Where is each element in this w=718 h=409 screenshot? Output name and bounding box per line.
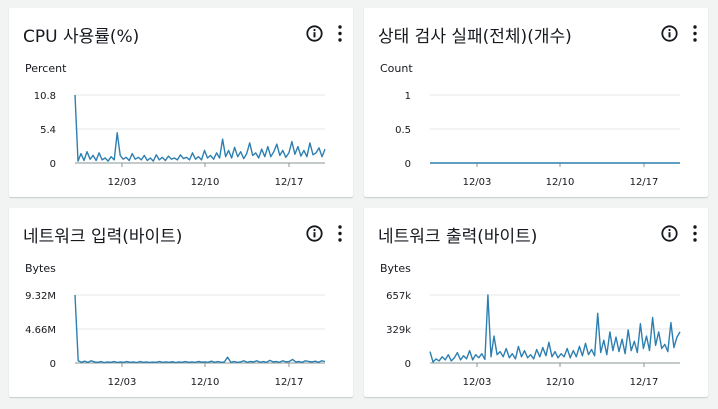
x-tick-label: 12/10: [546, 177, 575, 188]
x-tick-label: 12/17: [630, 377, 659, 388]
x-tick-label: 12/17: [275, 177, 304, 188]
y-axis-unit-label: Count: [380, 62, 413, 75]
y-axis-unit-label: Bytes: [25, 262, 56, 275]
y-axis-unit-label: Percent: [25, 62, 67, 75]
info-icon[interactable]: [306, 225, 323, 242]
y-tick-label: 4.66M: [25, 325, 56, 336]
more-vertical-icon[interactable]: [335, 224, 345, 243]
series-line: [74, 94, 326, 162]
info-icon[interactable]: [661, 25, 678, 42]
widget-health-check-failed: 상태 검사 실패(전체)(개수) Count 1 0.5 0 12/03 12/10 12/…: [364, 8, 708, 197]
more-vertical-icon[interactable]: [690, 24, 700, 43]
y-tick-label: 10.8: [34, 91, 56, 102]
x-tick-label: 12/10: [191, 177, 220, 188]
y-tick-label: 0.5: [395, 125, 411, 136]
widget-title: CPU 사용률(%): [23, 27, 140, 47]
y-tick-label: 9.32M: [25, 291, 56, 302]
x-tick-label: 12/17: [630, 177, 659, 188]
series-line: [74, 294, 326, 364]
y-tick-label: 0: [50, 159, 56, 170]
y-tick-label: 657k: [386, 291, 411, 302]
info-icon[interactable]: [661, 225, 678, 242]
widget-cpu-utilization: CPU 사용률(%) Percent 10.8 5.4 0 12/03 12/10 12/1…: [9, 8, 353, 197]
y-tick-label: 0: [405, 159, 411, 170]
y-tick-label: 1: [405, 91, 411, 102]
y-axis-unit-label: Bytes: [380, 262, 411, 275]
network-in-chart: Bytes 9.32M 4.66M 0 12/03 12/10 12/17: [25, 262, 326, 388]
y-tick-label: 5.4: [40, 125, 56, 136]
x-tick-label: 12/03: [108, 177, 137, 188]
info-icon[interactable]: [306, 25, 323, 42]
cpu-utilization-chart: Percent 10.8 5.4 0 12/03 12/10 12/17: [25, 62, 326, 188]
health-check-failed-chart: Count 1 0.5 0 12/03 12/10 12/17: [380, 62, 680, 188]
x-tick-label: 12/03: [108, 377, 137, 388]
x-tick-label: 12/10: [191, 377, 220, 388]
network-out-chart: Bytes 657k 329k 0 12/03 12/10 12/17: [380, 262, 681, 388]
x-tick-label: 12/10: [546, 377, 575, 388]
x-tick-label: 12/03: [463, 377, 492, 388]
y-tick-label: 329k: [386, 325, 411, 336]
widget-title: 네트워크 입력(바이트): [23, 227, 183, 247]
more-vertical-icon[interactable]: [690, 224, 700, 243]
widget-network-out: 네트워크 출력(바이트) Bytes 657k 329k 0 12/03 12/10 12/…: [364, 208, 708, 397]
series-line: [429, 294, 681, 363]
y-tick-label: 0: [405, 359, 411, 370]
widget-network-in: 네트워크 입력(바이트) Bytes 9.32M 4.66M 0 12/03 12/10 1…: [9, 208, 353, 397]
x-tick-label: 12/03: [463, 177, 492, 188]
more-vertical-icon[interactable]: [335, 24, 345, 43]
x-tick-label: 12/17: [275, 377, 304, 388]
y-tick-label: 0: [50, 359, 56, 370]
widget-title: 상태 검사 실패(전체)(개수): [378, 27, 572, 47]
widget-title: 네트워크 출력(바이트): [378, 227, 538, 247]
